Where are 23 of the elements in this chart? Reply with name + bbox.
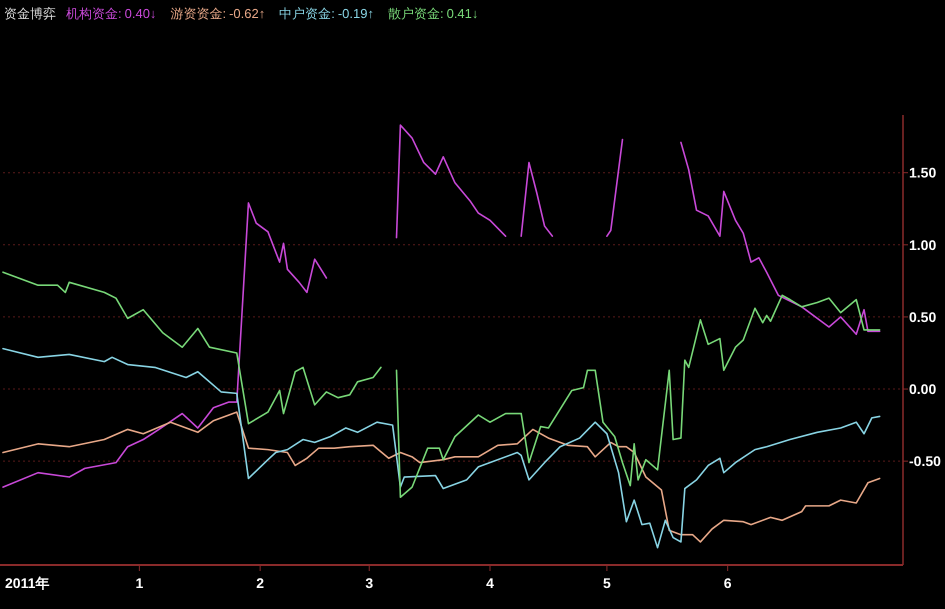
- line-series: [2, 411, 880, 543]
- text: 0.41↓: [446, 6, 478, 21]
- x-tick-label: 2: [256, 575, 264, 591]
- x-tick-label: 5: [603, 575, 611, 591]
- text: -0.62↑: [229, 6, 266, 21]
- text: 0.40↓: [124, 6, 156, 21]
- x-tick-label: 6: [724, 575, 732, 591]
- x-tick-label: 3: [365, 575, 374, 591]
- text: 机构资金:: [66, 6, 122, 21]
- y-tick-label: 0.00: [909, 381, 936, 398]
- y-tick-label: 1.50: [909, 164, 936, 181]
- x-tick-label: 1: [135, 575, 144, 591]
- x-tick-label: 4: [486, 575, 494, 591]
- y-tick-label: 0.50: [909, 308, 936, 325]
- text: 游资资金:: [170, 6, 226, 21]
- text: -0.19↑: [338, 6, 374, 21]
- text: 中户资金:: [279, 6, 335, 21]
- y-tick-label: 1.00: [909, 236, 936, 253]
- x-axis-title: 2011年: [5, 575, 50, 591]
- chart-title: 资金博弈: [4, 6, 56, 21]
- line-series: [2, 348, 880, 548]
- y-tick-label: -0.50: [909, 453, 942, 470]
- text: 散户资金:: [388, 6, 444, 21]
